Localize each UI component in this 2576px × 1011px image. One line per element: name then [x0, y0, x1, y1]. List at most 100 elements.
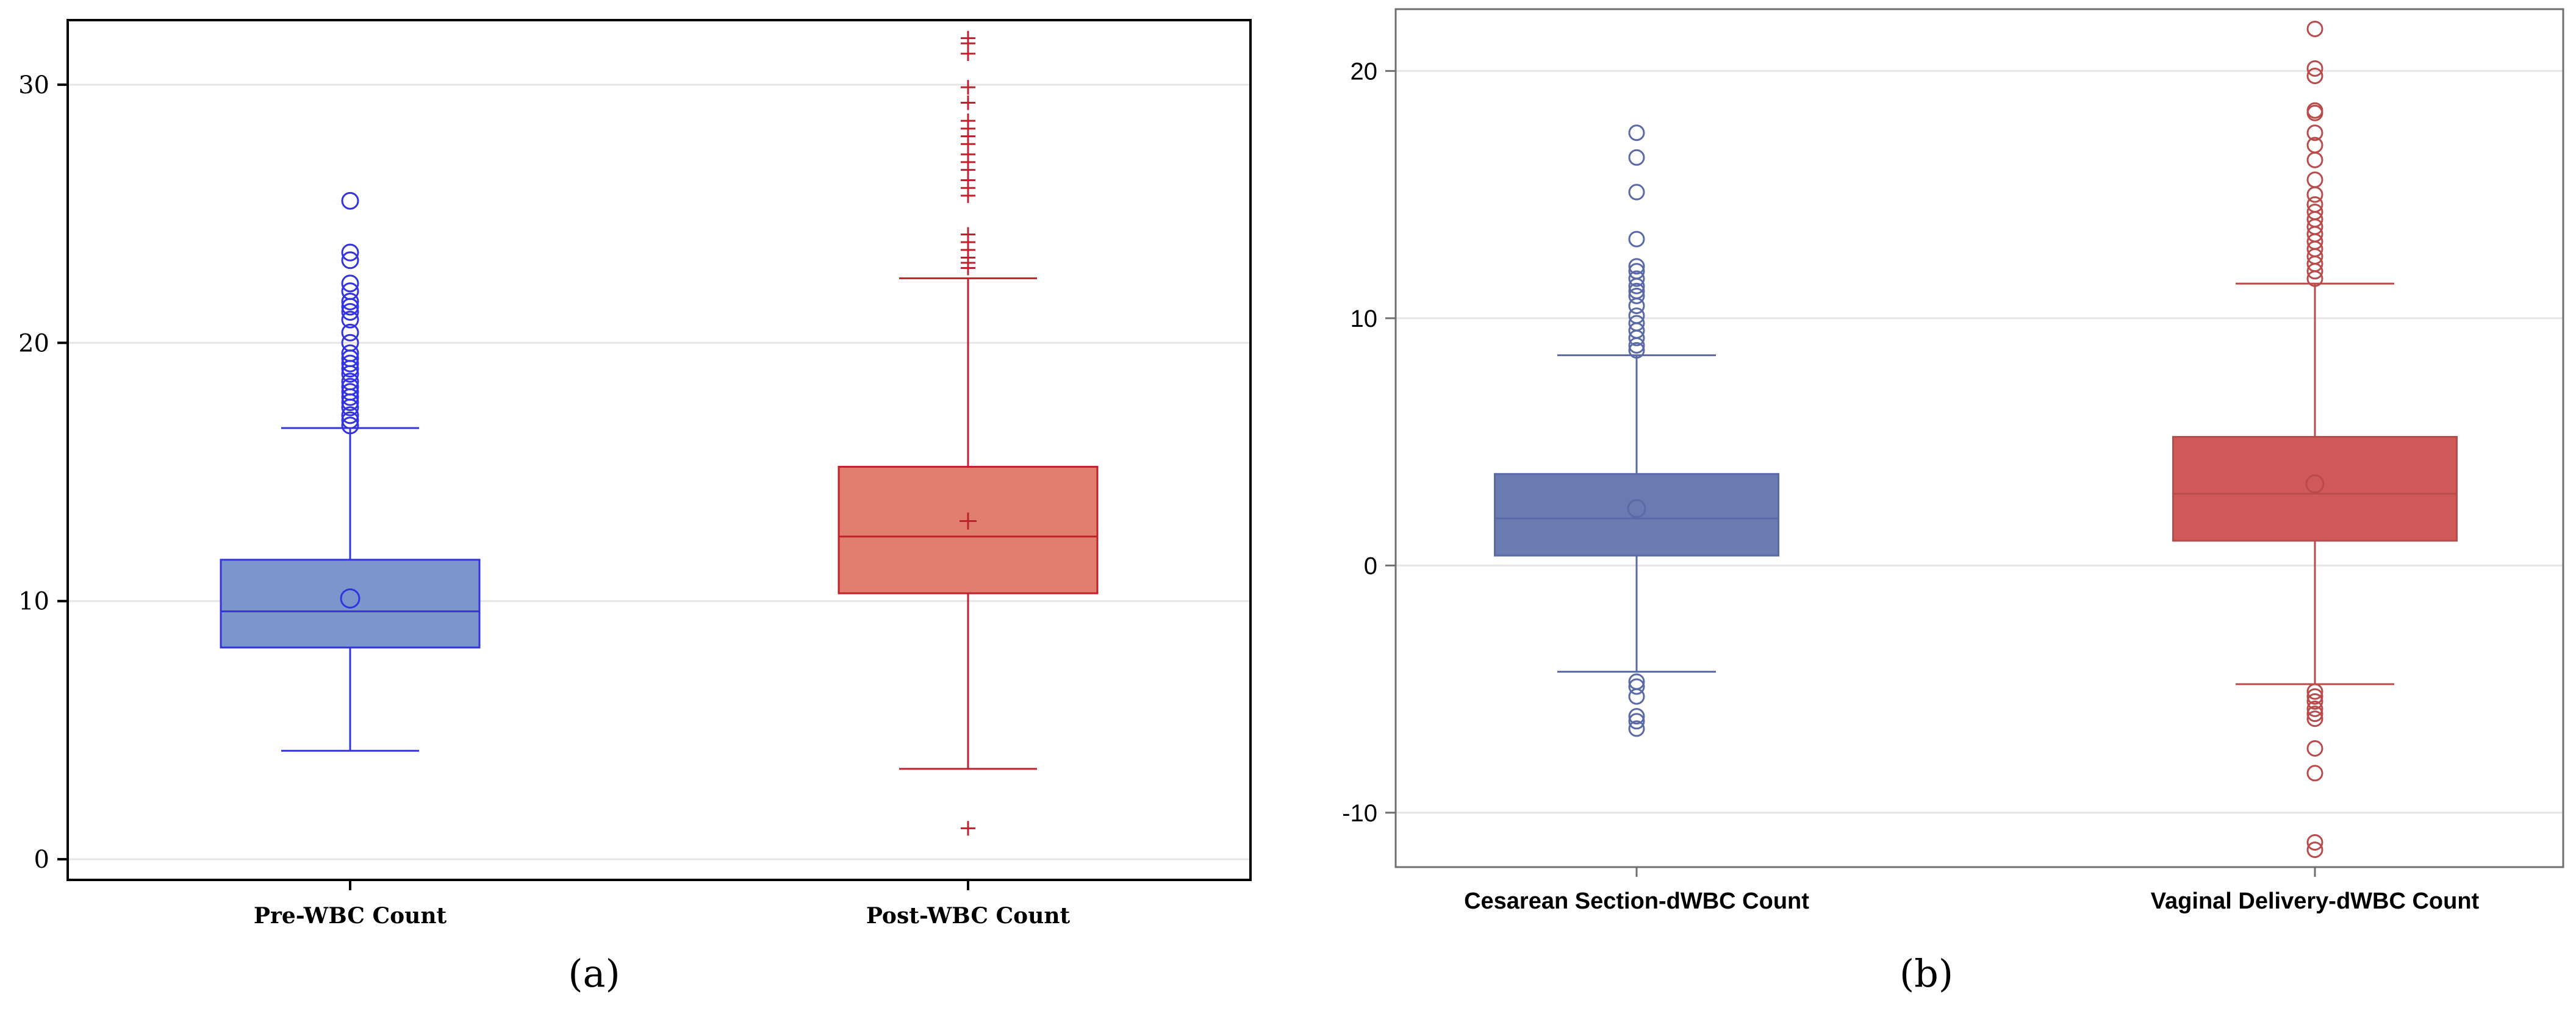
outlier-point [961, 227, 975, 242]
outlier-point [2306, 137, 2323, 154]
y-tick-label: 20 [1351, 58, 1378, 85]
outlier-point [341, 406, 359, 424]
outlier-point [341, 344, 359, 362]
x-axis-b: Cesarean Section-dWBC Count Vaginal Deli… [1464, 867, 2480, 914]
outlier-point [341, 191, 359, 210]
outlier-point [341, 293, 359, 311]
y-tick-label: 20 [18, 329, 49, 357]
y-axis-b: -10 0 10 20 [1342, 58, 1396, 827]
iqr-box [838, 466, 1099, 595]
outlier-point [1628, 287, 1645, 304]
y-tick-label: -10 [1342, 800, 1377, 827]
iqr-box [220, 559, 481, 649]
outlier-point [1628, 713, 1645, 730]
outlier-point [2306, 688, 2323, 705]
outlier-point [1628, 678, 1645, 695]
y-tick-label: 10 [18, 588, 49, 616]
outlier-point [2306, 203, 2323, 220]
outlier-point [1628, 673, 1645, 690]
box-group-post-wbc-count [838, 30, 1099, 836]
outlier-point [1628, 258, 1645, 275]
panel-b: -10 0 10 20 Cesarean Section-dWBC Count Vag… [1342, 8, 2564, 996]
outlier-point [2306, 706, 2323, 723]
outlier-point [1628, 342, 1645, 359]
outlier-point [341, 323, 359, 341]
outlier-point [2306, 102, 2323, 119]
outlier-point [2306, 124, 2323, 141]
outlier-point [2306, 20, 2323, 37]
y-tick-label: 0 [34, 846, 49, 874]
x-axis-a: Pre-WBC Count Post-WBC Count [254, 880, 1071, 929]
outlier-point [1628, 149, 1645, 166]
panel-caption-b: (b) [1900, 951, 1953, 996]
iqr-box [2172, 435, 2458, 542]
plot-frame-a [66, 19, 1252, 881]
mean-marker [2305, 474, 2325, 494]
outlier-point [341, 383, 359, 401]
outlier-point [1628, 315, 1645, 332]
outlier-point [1628, 230, 1645, 248]
outlier-point [341, 377, 359, 396]
panel-caption-a: (a) [568, 951, 620, 996]
plot-frame-b [1394, 8, 2564, 868]
outlier-point [1628, 184, 1645, 201]
outlier-point [1628, 282, 1645, 299]
boxes-a [220, 30, 1099, 836]
outlier-point [1628, 307, 1645, 324]
outlier-point [1628, 720, 1645, 737]
y-tick-label: 10 [1351, 305, 1378, 332]
category-label-vaginal: Vaginal Delivery-dWBC Count [2151, 888, 2480, 914]
outlier-point [2306, 683, 2323, 700]
panel-a: 0 10 20 30 Pre-WBC Count Post-WBC Count (a) [18, 19, 1252, 996]
outlier-point [2306, 171, 2323, 188]
box-group-cesarean-section-dwbc-count [1494, 124, 1779, 737]
mean-marker [340, 588, 361, 609]
outlier-point [2306, 710, 2323, 727]
outlier-point [2306, 834, 2323, 851]
outlier-point [2306, 765, 2323, 782]
boxes-b [1494, 20, 2458, 859]
outlier-point [341, 251, 359, 270]
outlier-point [341, 310, 359, 329]
outlier-point [961, 30, 975, 46]
mean-marker [1627, 499, 1646, 518]
outlier-point [2306, 700, 2323, 717]
y-axis-a: 0 10 20 30 [18, 71, 68, 874]
outlier-point [961, 80, 975, 95]
y-tick-label: 0 [1364, 552, 1377, 579]
outlier-point [341, 416, 359, 435]
outlier-point [961, 95, 975, 110]
outlier-point [2306, 186, 2323, 203]
outlier-point [2306, 196, 2323, 213]
mean-marker [960, 512, 977, 530]
grid-b [1396, 70, 2563, 814]
outlier-point [2306, 740, 2323, 757]
outlier-point [341, 373, 359, 391]
outlier-point [341, 302, 359, 321]
outlier-point [1628, 708, 1645, 725]
outlier-point [341, 282, 359, 301]
outlier-point [961, 113, 975, 129]
outlier-point [341, 243, 359, 262]
outlier-point [2306, 151, 2323, 168]
iqr-box [1494, 473, 1779, 557]
outlier-point [1628, 263, 1645, 280]
y-tick-label: 30 [18, 71, 49, 99]
outlier-point [341, 411, 359, 429]
outlier-point [961, 821, 975, 836]
outlier-point [1628, 124, 1645, 141]
outlier-point [341, 274, 359, 293]
outlier-point [1628, 270, 1645, 287]
category-label-post-wbc: Post-WBC Count [866, 903, 1071, 929]
box-group-vaginal-delivery-dwbc-count [2172, 20, 2458, 859]
outlier-point [2306, 67, 2323, 84]
outlier-point [2306, 693, 2323, 710]
outlier-point [341, 334, 359, 352]
category-label-pre-wbc: Pre-WBC Count [254, 903, 447, 929]
category-label-cesarean: Cesarean Section-dWBC Count [1464, 888, 1809, 914]
box-group-pre-wbc-count [220, 191, 481, 752]
outlier-point [341, 354, 359, 373]
outlier-point [2306, 841, 2323, 859]
outlier-point [2306, 60, 2323, 77]
